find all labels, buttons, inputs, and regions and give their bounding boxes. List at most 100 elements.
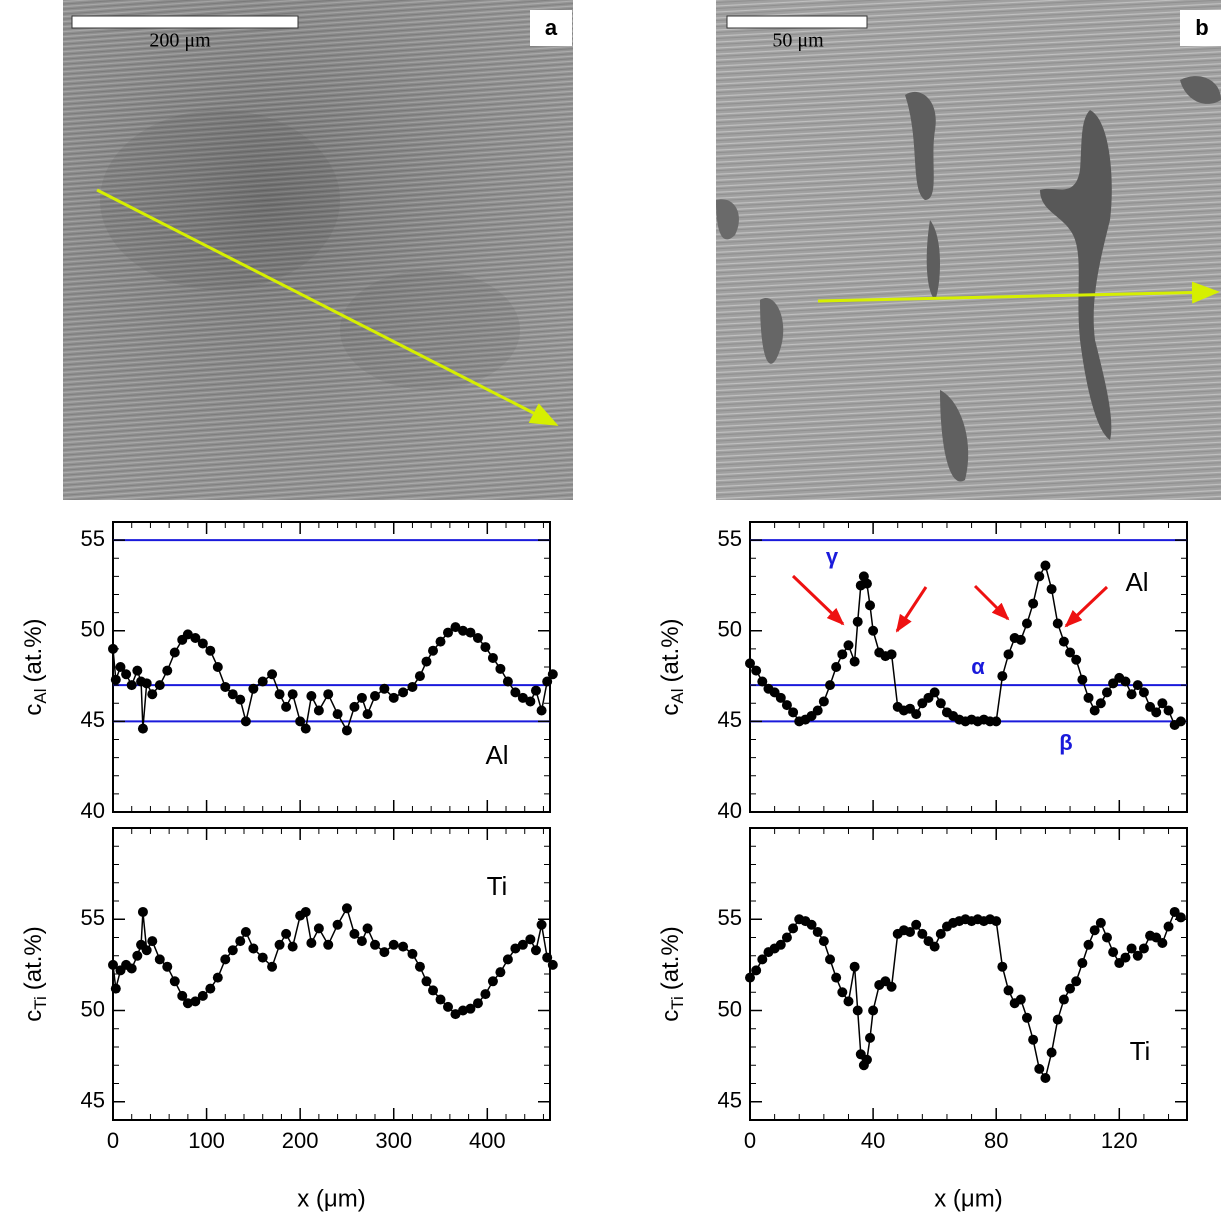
data-point xyxy=(751,965,762,976)
data-point xyxy=(1157,698,1168,709)
data-point xyxy=(886,649,897,660)
data-point xyxy=(1083,692,1094,703)
pointer-arrow xyxy=(973,584,1010,621)
y-axis-label-sub: Ti xyxy=(31,996,50,1010)
data-point xyxy=(1065,647,1076,658)
scan-line xyxy=(817,281,1220,304)
data-point xyxy=(379,947,390,958)
data-point xyxy=(510,943,521,954)
data-point xyxy=(542,952,553,963)
x-tick-label: 80 xyxy=(984,1128,1008,1153)
data-point xyxy=(108,643,118,654)
data-point xyxy=(1052,618,1063,629)
data-line xyxy=(749,910,1182,1080)
data-point xyxy=(349,701,360,712)
data-point xyxy=(169,976,180,987)
data-point xyxy=(177,990,188,1001)
data-point xyxy=(349,928,360,939)
image-feature xyxy=(760,298,784,364)
data-point xyxy=(313,705,324,716)
data-line xyxy=(112,626,554,733)
data-point xyxy=(1034,571,1045,582)
data-point xyxy=(227,689,238,700)
data-point xyxy=(300,723,311,734)
data-point xyxy=(450,1009,461,1020)
data-point xyxy=(837,987,848,998)
data-point xyxy=(154,954,165,965)
data-point xyxy=(1077,674,1088,685)
data-point xyxy=(414,671,425,682)
y-axis-label: cAl (at.%) xyxy=(20,618,50,715)
data-point xyxy=(1120,676,1131,687)
data-point xyxy=(1089,925,1100,936)
data-point xyxy=(306,691,317,701)
data-point xyxy=(788,923,799,934)
data-point xyxy=(525,934,536,945)
data-point xyxy=(169,647,180,658)
data-point xyxy=(818,696,829,707)
data-point xyxy=(240,716,251,727)
data-point xyxy=(115,662,126,672)
data-point xyxy=(1021,1012,1032,1023)
scale-bar xyxy=(71,15,299,29)
panel-letter: b xyxy=(1195,15,1208,40)
scan-line xyxy=(96,188,559,426)
data-point xyxy=(341,903,352,914)
data-point xyxy=(852,1005,863,1016)
data-point xyxy=(235,936,246,947)
data-point xyxy=(831,662,842,672)
data-point xyxy=(757,954,768,965)
data-point xyxy=(472,998,483,1009)
data-point xyxy=(465,627,476,638)
annotation: β xyxy=(1059,730,1072,755)
data-point xyxy=(362,709,373,720)
data-point xyxy=(457,1005,468,1016)
y-tick-label: 50 xyxy=(81,996,105,1021)
y-tick-label: 50 xyxy=(718,996,742,1021)
data-point xyxy=(227,945,238,956)
data-point xyxy=(205,645,216,656)
data-point xyxy=(1065,983,1076,994)
data-point xyxy=(525,696,536,707)
data-point xyxy=(495,663,506,674)
annotation: Al xyxy=(485,740,508,770)
data-point xyxy=(281,928,292,939)
data-point xyxy=(991,716,1002,727)
pointer-arrow xyxy=(791,574,845,626)
data-point xyxy=(356,936,367,947)
image-feature xyxy=(940,390,969,482)
data-point xyxy=(757,676,768,687)
data-point xyxy=(911,919,922,930)
data-point xyxy=(141,945,152,956)
y-axis-label-sub: Al xyxy=(668,688,687,703)
data-point xyxy=(825,680,836,691)
x-tick-label: 200 xyxy=(282,1128,319,1153)
data-point xyxy=(812,927,823,938)
y-tick-label: 45 xyxy=(718,707,742,732)
annotation: α xyxy=(971,654,985,679)
data-point xyxy=(147,936,158,947)
annotation: Ti xyxy=(1130,1036,1151,1066)
data-point xyxy=(806,919,817,930)
x-tick-label: 400 xyxy=(469,1128,506,1153)
y-tick-label: 45 xyxy=(81,707,105,732)
data-point xyxy=(274,689,285,700)
data-point xyxy=(865,1032,876,1043)
data-point xyxy=(235,694,246,705)
y-tick-label: 55 xyxy=(81,905,105,930)
data-point xyxy=(137,906,148,917)
data-point xyxy=(182,998,193,1009)
data-point xyxy=(287,689,298,700)
data-point xyxy=(1003,985,1014,996)
data-point xyxy=(536,919,547,930)
data-point xyxy=(865,600,876,611)
data-point xyxy=(480,989,491,1000)
data-point xyxy=(547,669,558,680)
image-feature xyxy=(1040,110,1112,440)
image-shade xyxy=(100,110,340,290)
data-point xyxy=(1083,939,1094,950)
data-point xyxy=(295,716,306,727)
y-tick-label: 50 xyxy=(718,617,742,642)
data-point xyxy=(257,952,268,963)
